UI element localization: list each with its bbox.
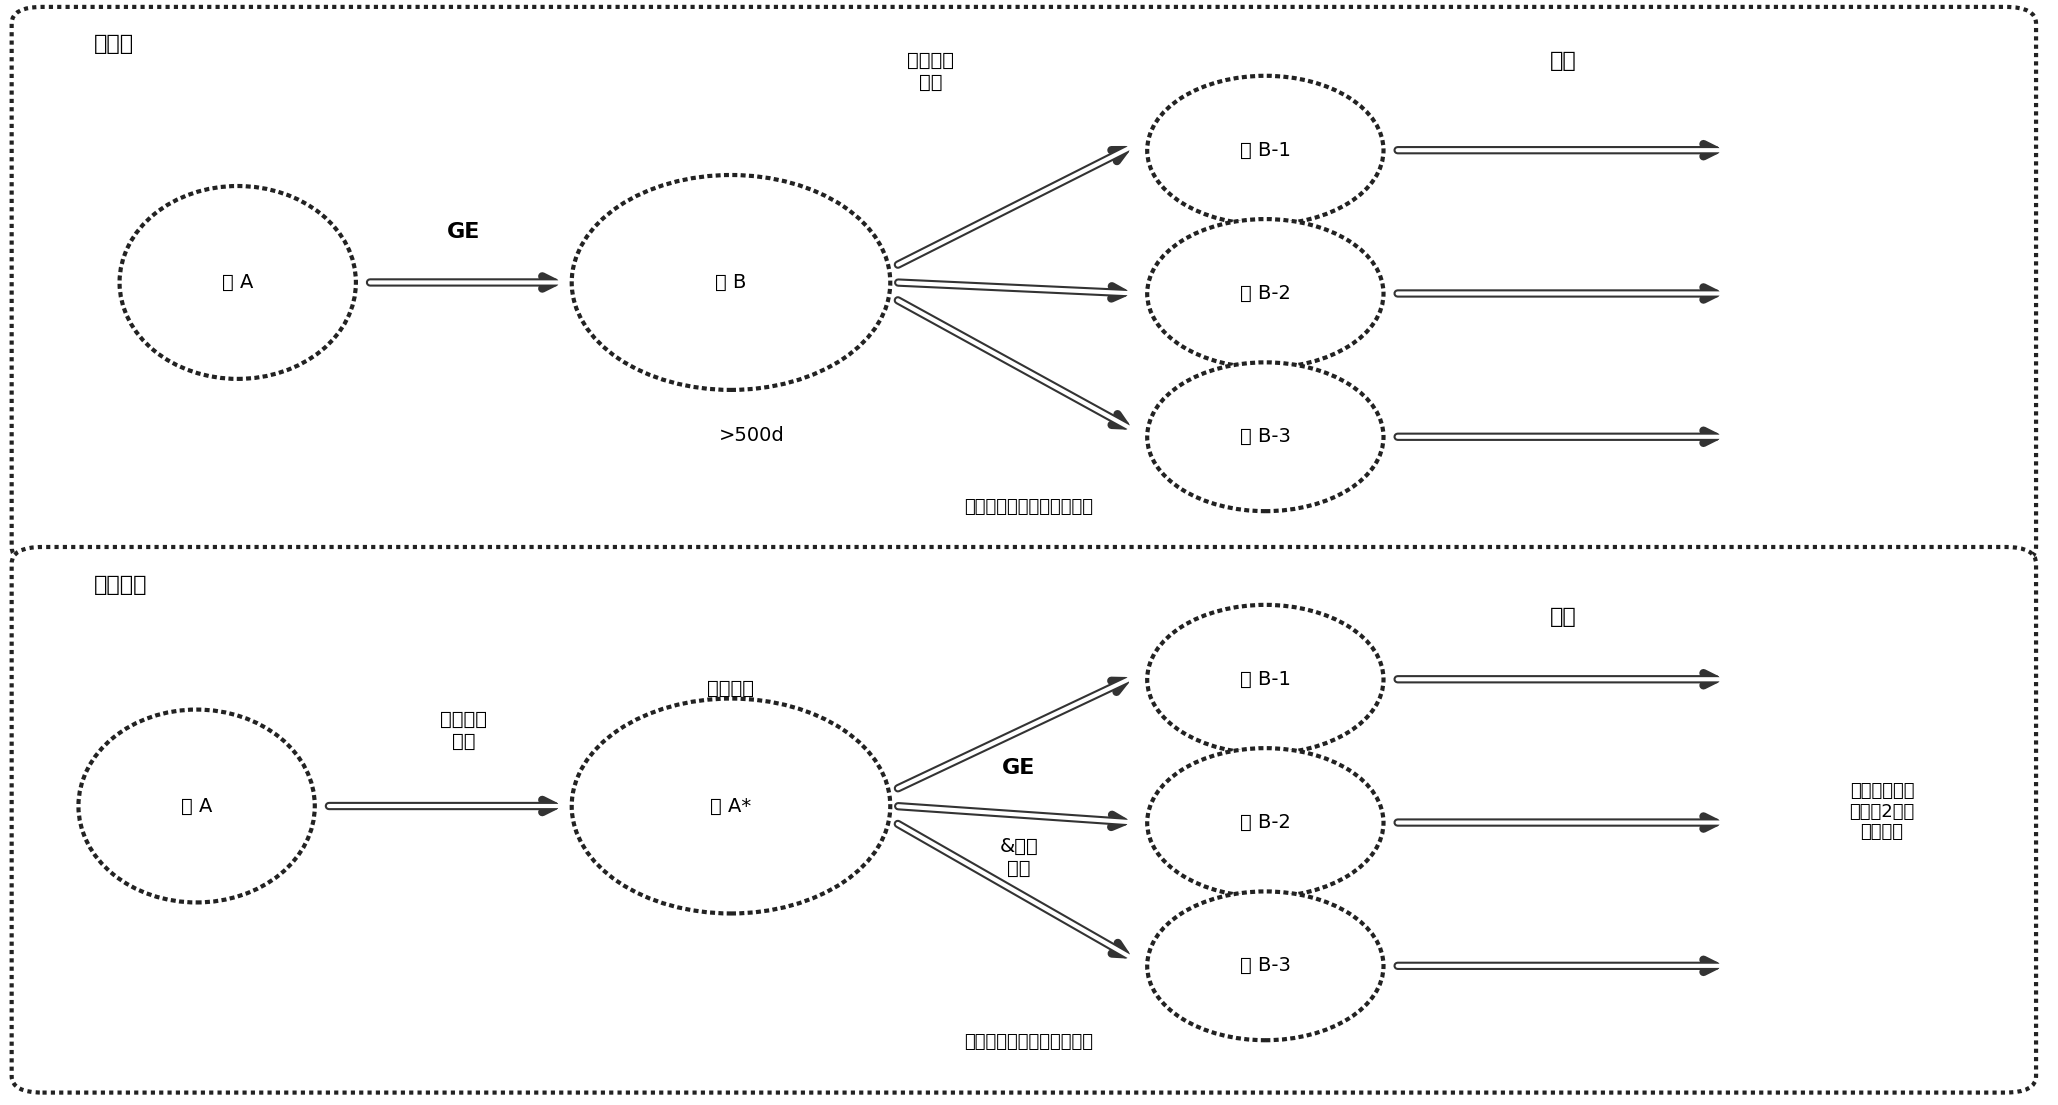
Ellipse shape [572, 175, 891, 390]
Text: 系 B-3: 系 B-3 [1239, 956, 1290, 976]
Text: 事件基因
渗入: 事件基因 渗入 [440, 709, 488, 751]
Text: 系 B-1: 系 B-1 [1239, 140, 1290, 160]
Text: 扩大: 扩大 [1550, 608, 1576, 628]
Text: GE: GE [1002, 758, 1035, 778]
FancyBboxPatch shape [12, 7, 2035, 564]
Ellipse shape [119, 186, 356, 379]
Ellipse shape [572, 698, 891, 914]
Text: 事件基因
渗入: 事件基因 渗入 [908, 51, 953, 92]
Ellipse shape [1146, 892, 1383, 1040]
Text: 系 B: 系 B [716, 273, 747, 292]
Text: （不同后代不同事件组合）: （不同后代不同事件组合） [965, 498, 1093, 516]
Ellipse shape [1146, 748, 1383, 897]
FancyBboxPatch shape [12, 547, 2035, 1093]
Text: 可替代的: 可替代的 [95, 575, 148, 594]
Text: &事件
去除: &事件 去除 [1000, 836, 1037, 877]
Text: 将为每个产品
节省约2年的
开发时间: 将为每个产品 节省约2年的 开发时间 [1850, 781, 1914, 841]
Text: 系 A: 系 A [222, 273, 253, 292]
Ellipse shape [78, 709, 315, 903]
Text: GE: GE [447, 222, 480, 242]
Text: 当前的: 当前的 [95, 34, 134, 54]
Text: >500d: >500d [718, 425, 784, 444]
Text: 系 B-1: 系 B-1 [1239, 670, 1290, 688]
Ellipse shape [1146, 362, 1383, 512]
Ellipse shape [1146, 219, 1383, 368]
Text: 系 B-2: 系 B-2 [1239, 813, 1290, 832]
Text: 通用供体: 通用供体 [708, 678, 755, 698]
Text: 系 A: 系 A [181, 797, 212, 815]
Text: 扩大: 扩大 [1550, 51, 1576, 71]
Ellipse shape [1146, 76, 1383, 224]
Text: 系 B-3: 系 B-3 [1239, 428, 1290, 446]
Text: （不同后代不同事件组合）: （不同后代不同事件组合） [965, 1033, 1093, 1051]
Text: 系 A*: 系 A* [710, 797, 751, 815]
Ellipse shape [1146, 604, 1383, 754]
Text: 系 B-2: 系 B-2 [1239, 284, 1290, 303]
